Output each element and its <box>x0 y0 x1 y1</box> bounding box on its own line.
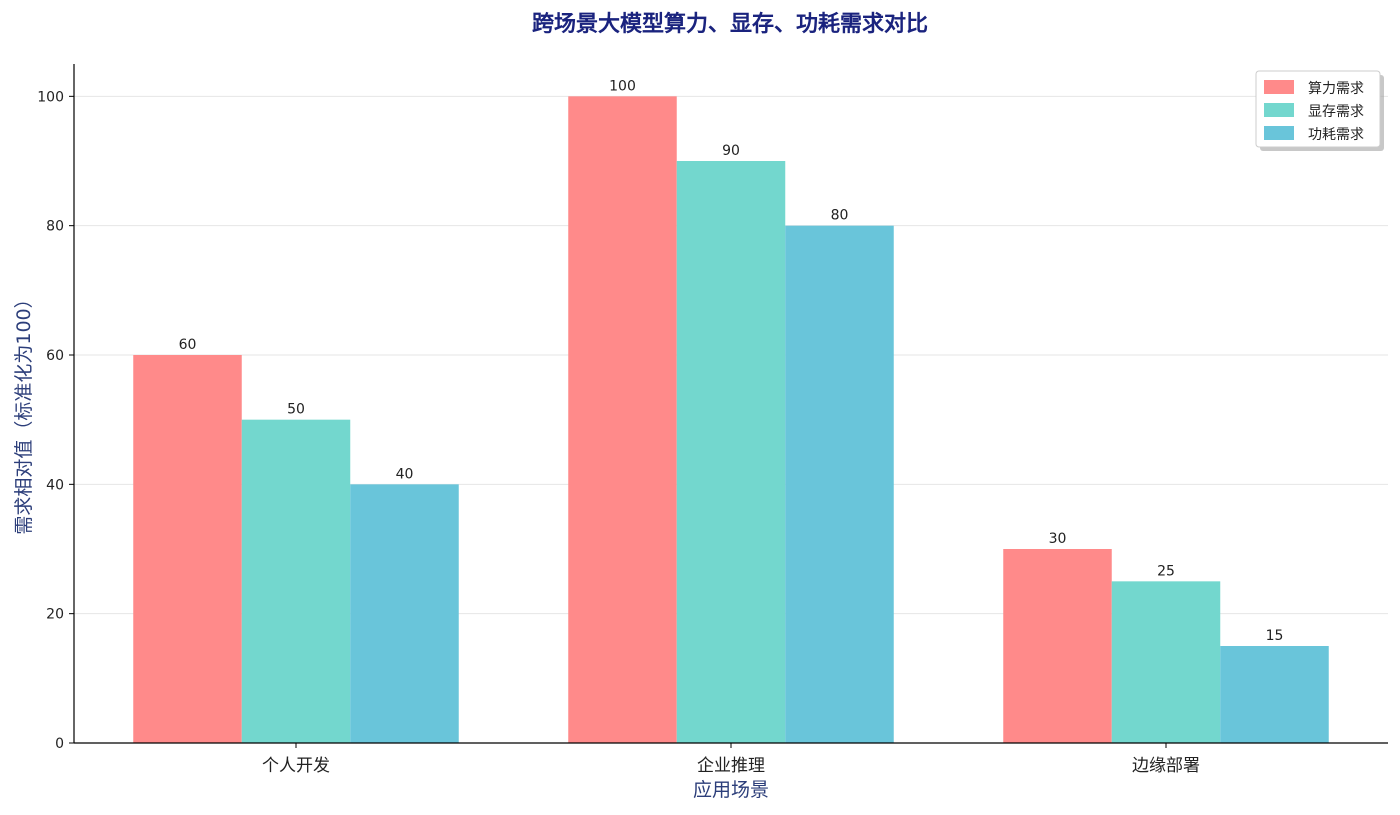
x-tick-label: 企业推理 <box>697 756 765 776</box>
bars <box>133 96 1329 744</box>
data-labels: 60 50 40 100 90 80 30 25 15 <box>179 78 1284 644</box>
legend-swatch <box>1264 103 1294 117</box>
data-label: 30 <box>1049 531 1067 547</box>
data-label: 40 <box>396 466 414 482</box>
data-label: 60 <box>179 337 197 353</box>
y-tick-label: 20 <box>46 607 64 623</box>
y-tick-label: 100 <box>37 89 64 105</box>
legend-swatch <box>1264 126 1294 140</box>
legend-swatch <box>1264 80 1294 94</box>
x-axis-title: 应用场景 <box>693 779 769 801</box>
bar <box>1111 581 1221 743</box>
bar <box>1220 646 1329 743</box>
bar <box>785 225 894 743</box>
data-label: 90 <box>722 143 740 159</box>
bar <box>676 161 786 743</box>
bar <box>133 355 242 743</box>
bar <box>1003 549 1112 743</box>
data-label: 25 <box>1157 563 1175 579</box>
y-tick-label: 0 <box>55 736 64 752</box>
y-axis-title: 需求相对值（标准化为100） <box>13 289 35 534</box>
x-tick-label: 边缘部署 <box>1132 756 1200 776</box>
chart-title: 跨场景大模型算力、显存、功耗需求对比 <box>532 11 928 37</box>
y-tick-label: 40 <box>46 477 64 493</box>
axes: 0 20 40 60 80 100 个人开发 企业推理 边缘部署 <box>37 64 1388 776</box>
legend-label: 算力需求 <box>1308 81 1364 97</box>
bar <box>568 96 677 744</box>
y-tick-label: 60 <box>46 348 64 364</box>
data-label: 50 <box>287 402 305 418</box>
legend-label: 显存需求 <box>1308 104 1364 120</box>
bar <box>241 419 351 743</box>
data-label: 80 <box>831 208 849 224</box>
legend-label: 功耗需求 <box>1308 127 1364 143</box>
bar <box>350 484 459 743</box>
data-label: 15 <box>1266 628 1284 644</box>
data-label: 100 <box>609 78 636 94</box>
y-tick-label: 80 <box>46 219 64 235</box>
x-tick-label: 个人开发 <box>262 756 330 776</box>
